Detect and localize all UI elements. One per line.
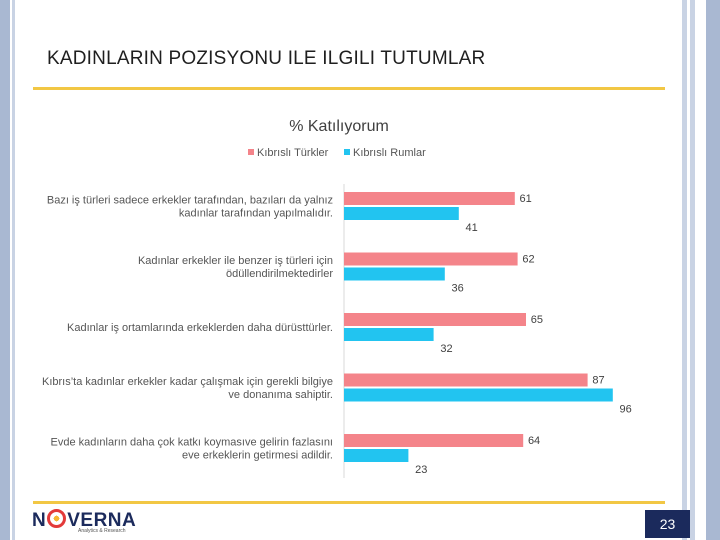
page-number: 23 xyxy=(645,510,690,538)
frame-right-bar xyxy=(682,0,687,540)
chart-title: % Katılıyorum xyxy=(289,118,389,135)
footer-rule xyxy=(33,501,665,504)
bar-1-5 xyxy=(344,434,524,447)
legend-label-1: Kıbrıslı Türkler xyxy=(257,147,329,159)
data-label-2-1: 41 xyxy=(466,222,478,234)
legend-label-2: Kıbrıslı Rumlar xyxy=(353,147,426,159)
frame-right-bar-3 xyxy=(706,0,720,540)
category-label-1: Bazı iş türleri sadece erkekler tarafınd… xyxy=(47,195,333,220)
logo-ring-icon xyxy=(47,509,67,528)
bar-1-3 xyxy=(344,313,526,326)
title-rule xyxy=(33,87,665,90)
data-label-1-1: 61 xyxy=(520,193,532,205)
logo-tagline: Analytics & Research xyxy=(78,528,126,534)
legend-swatch-2 xyxy=(344,149,350,155)
chart-legend: Kıbrıslı Türkler Kıbrıslı Rumlar xyxy=(248,147,426,159)
category-labels: Bazı iş türleri sadece erkekler tarafınd… xyxy=(42,195,333,462)
bar-2-5 xyxy=(344,449,409,462)
slide-title: Kadınların Pozisyonu ile ilgili Tutumlar xyxy=(47,48,486,69)
data-label-2-5: 23 xyxy=(415,464,427,476)
logo-letters: VERNA xyxy=(67,510,137,531)
data-label-1-5: 64 xyxy=(528,435,540,447)
data-label-1-2: 62 xyxy=(522,254,534,266)
noverna-logo: N VERNA Analytics & Research xyxy=(32,509,137,534)
data-labels: 61 41 62 36 65 32 87 96 64 23 xyxy=(415,193,632,476)
bar-2-1 xyxy=(344,207,459,220)
frame-right-bar-2 xyxy=(690,0,695,540)
category-label-4: Kıbrıs’ta kadınlar erkekler kadar çalışm… xyxy=(42,376,333,401)
frame-left-bar xyxy=(0,0,10,540)
category-label-2: Kadınlar erkekler ile benzer iş türleri … xyxy=(138,255,333,280)
bar-series xyxy=(344,192,613,462)
data-label-2-3: 32 xyxy=(440,343,452,355)
logo-wordmark: N VERNA xyxy=(32,509,137,531)
data-label-1-3: 65 xyxy=(531,314,543,326)
logo-letter-n: N xyxy=(32,510,47,531)
data-label-1-4: 87 xyxy=(592,375,604,387)
bar-1-4 xyxy=(344,373,588,387)
data-label-2-4: 96 xyxy=(620,404,632,416)
bar-2-3 xyxy=(344,328,434,341)
bar-2-4 xyxy=(344,388,613,402)
category-label-5: Evde kadınların daha çok katkı koymasıve… xyxy=(51,437,333,462)
category-label-3: Kadınlar iş ortamlarında erkeklerden dah… xyxy=(67,322,333,334)
bar-2-2 xyxy=(344,267,445,281)
bar-1-2 xyxy=(344,252,518,266)
bar-1-1 xyxy=(344,192,515,205)
data-label-2-2: 36 xyxy=(452,283,464,295)
legend-swatch-1 xyxy=(248,149,254,155)
frame-left-inner-bar xyxy=(12,0,15,540)
